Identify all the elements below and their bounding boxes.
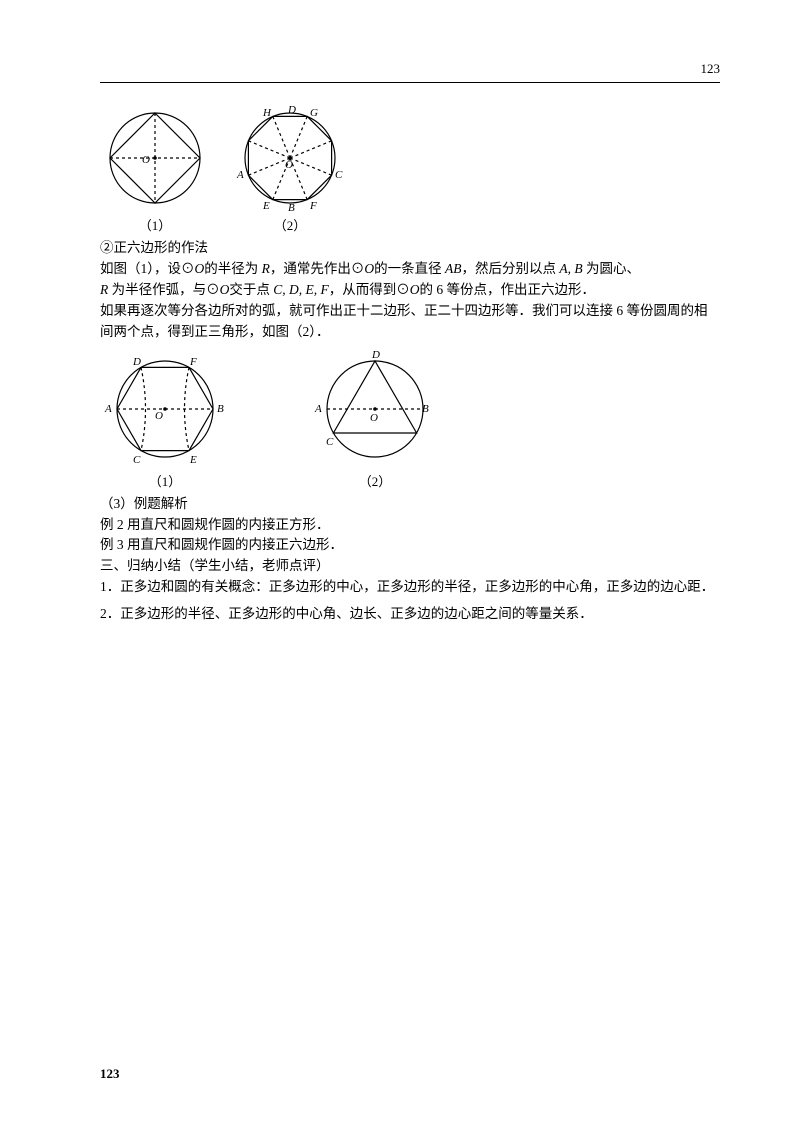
text-block-1: ②正六边形的作法 如图（1），设⊙O的半径为 R，通常先作出⊙O的一条直径 AB…: [100, 238, 720, 343]
svg-text:B: B: [422, 403, 429, 415]
svg-text:C: C: [133, 454, 141, 466]
text-line: 例 2 用直尺和圆规作圆的内接正方形．: [100, 515, 720, 536]
label-o: O: [142, 154, 150, 166]
svg-text:O: O: [285, 159, 293, 171]
svg-text:O: O: [155, 410, 163, 422]
page-number-bottom: 123: [100, 1066, 120, 1082]
figure-1-2: O A B C D E F G H （2）: [230, 103, 350, 234]
text-line: ②正六边形的作法: [100, 238, 720, 259]
figure-1-1: O （1）: [100, 103, 210, 234]
svg-text:D: D: [371, 349, 380, 361]
text-line: R 为半径作弧，与⊙O交于点 C, D, E, F，从而得到⊙O的 6 等份点，…: [100, 280, 720, 301]
page-header: 123: [100, 60, 720, 83]
svg-text:F: F: [309, 200, 317, 212]
text-line: 如果再逐次等分各边所对的弧，就可作出正十二边形、正二十四边形等．我们可以连接 6…: [100, 301, 720, 343]
svg-text:G: G: [310, 107, 318, 119]
figure-caption: （1）: [100, 215, 210, 234]
text-block-2: （3）例题解析 例 2 用直尺和圆规作圆的内接正方形． 例 3 用直尺和圆规作圆…: [100, 494, 720, 626]
page-number-top: 123: [701, 61, 721, 76]
svg-text:D: D: [287, 104, 296, 116]
svg-text:A: A: [236, 169, 244, 181]
page-content: 123 O （1）: [0, 0, 800, 665]
text-line: 如图（1），设⊙O的半径为 R，通常先作出⊙O的一条直径 AB，然后分别以点 A…: [100, 259, 720, 280]
figure-caption: （1）: [100, 471, 230, 490]
svg-text:C: C: [335, 169, 343, 181]
text-line: 2．正多边形的半径、正多边形的中心角、边长、正多边的边心距之间的等量关系．: [100, 604, 720, 625]
svg-text:H: H: [262, 107, 272, 119]
text-line: （3）例题解析: [100, 494, 720, 515]
text-line: 三、归纳小结（学生小结，老师点评）: [100, 556, 720, 577]
geometry-diagram-icon: O A B C D: [310, 349, 440, 469]
geometry-diagram-icon: O A B C D E F: [100, 349, 230, 469]
text-line: 1．正多边和圆的有关概念：正多边形的中心，正多边形的半径，正多边形的中心角，正多…: [100, 577, 720, 598]
svg-text:B: B: [288, 202, 295, 213]
svg-text:E: E: [262, 200, 270, 212]
svg-text:A: A: [104, 403, 112, 415]
geometry-diagram-icon: O: [100, 103, 210, 213]
figure-row-2: O A B C D E F （1）: [100, 349, 720, 490]
figure-row-1: O （1）: [100, 103, 720, 234]
svg-text:A: A: [314, 403, 322, 415]
svg-text:F: F: [189, 356, 197, 368]
figure-caption: （2）: [310, 471, 440, 490]
svg-text:O: O: [370, 412, 378, 424]
svg-text:E: E: [189, 454, 197, 466]
svg-text:D: D: [132, 356, 141, 368]
text-line: 例 3 用直尺和圆规作圆的内接正六边形．: [100, 535, 720, 556]
figure-caption: （2）: [230, 215, 350, 234]
figure-2-1: O A B C D E F （1）: [100, 349, 230, 490]
figure-2-2: O A B C D （2）: [310, 349, 440, 490]
svg-text:C: C: [326, 436, 334, 448]
svg-text:B: B: [217, 403, 224, 415]
geometry-diagram-icon: O A B C D E F G H: [230, 103, 350, 213]
